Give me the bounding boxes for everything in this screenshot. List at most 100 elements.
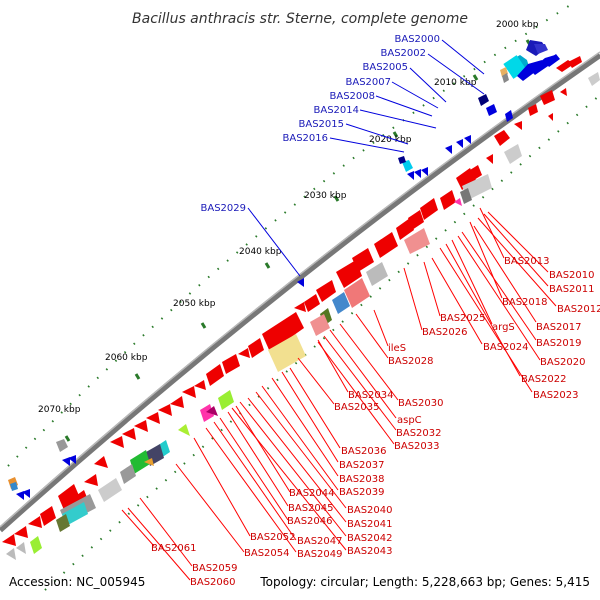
gene-bas2063d bbox=[16, 542, 26, 554]
label-bas2024: BAS2024 bbox=[483, 342, 529, 353]
gene-bas2066c bbox=[68, 455, 76, 464]
gene-bas2035 bbox=[262, 312, 304, 352]
gene-bas2042 bbox=[200, 404, 214, 422]
label-bas2013: BAS2013 bbox=[504, 256, 550, 267]
gene-bas2028b bbox=[332, 292, 350, 314]
leader-bas2016 bbox=[329, 137, 405, 153]
gene-bas2047b bbox=[178, 424, 190, 436]
label-bas2043: BAS2043 bbox=[347, 546, 393, 557]
scale-label-2040: 2040 kbp bbox=[239, 247, 282, 257]
gene-bas2032 bbox=[304, 294, 320, 312]
leader-bas2060 bbox=[127, 507, 191, 581]
gene-bas2019d bbox=[460, 188, 472, 204]
leader-bas2052 bbox=[193, 437, 251, 537]
leader-bas2025 bbox=[423, 261, 441, 317]
label-bas2044: BAS2044 bbox=[289, 488, 335, 499]
gene-bas2011 bbox=[528, 104, 538, 116]
gene-bas2070b bbox=[10, 482, 18, 491]
leader-bas2029 bbox=[247, 207, 301, 277]
label-bas2022: BAS2022 bbox=[521, 374, 567, 385]
gene-bas2028 bbox=[344, 278, 370, 308]
label-bas2060: BAS2060 bbox=[190, 577, 236, 588]
gene-bas2010b bbox=[560, 88, 567, 96]
leader-bas2040 bbox=[255, 391, 347, 509]
leader-bas2015 bbox=[345, 123, 409, 145]
label-bas2023: BAS2023 bbox=[533, 390, 579, 401]
gene-bas2052 bbox=[110, 436, 124, 448]
blue-labels: BAS2000 BAS2002 BAS2005 BAS2007 BAS2008 … bbox=[201, 34, 441, 214]
leader-bas2023 bbox=[439, 247, 533, 393]
label-bas2019: BAS2019 bbox=[536, 338, 582, 349]
tick-2030 bbox=[333, 195, 340, 202]
leader-bas2059 bbox=[139, 497, 193, 567]
label-bas2059: BAS2059 bbox=[192, 563, 238, 574]
gene-bas2044 bbox=[170, 396, 184, 408]
label-argS: argS bbox=[492, 322, 515, 333]
gene-bas2000b bbox=[534, 44, 548, 54]
leader-bas2054 bbox=[175, 463, 245, 553]
gene-bas2012b bbox=[548, 113, 553, 121]
leader-bas2038 bbox=[271, 377, 339, 477]
label-bas2037: BAS2037 bbox=[339, 460, 385, 471]
gene-bas2005a bbox=[517, 60, 542, 81]
gene-bas2016 bbox=[464, 135, 471, 144]
label-bas2039: BAS2039 bbox=[339, 487, 385, 498]
gene-bas2070c bbox=[16, 491, 24, 500]
red-leaders bbox=[121, 207, 557, 581]
gene-bas2043 bbox=[206, 406, 218, 416]
label-bas2042: BAS2042 bbox=[347, 533, 393, 544]
leader-bas2020 bbox=[457, 235, 541, 361]
scale-label-2020: 2020 kbp bbox=[369, 135, 412, 145]
leader-bas2012 bbox=[477, 217, 557, 307]
leader-bas2042 bbox=[239, 401, 347, 537]
label-bas2011: BAS2011 bbox=[549, 284, 595, 295]
leader-bas2008 bbox=[375, 95, 433, 117]
leader-bas2000 bbox=[441, 39, 485, 75]
gene-top-right-gray bbox=[588, 72, 600, 86]
red-labels: BAS2013 BAS2010 BAS2011 BAS2012 BAS2018 … bbox=[151, 256, 600, 588]
gene-bas2040 bbox=[182, 386, 196, 398]
gene-bas2017 bbox=[486, 154, 493, 164]
leader-bas2043 bbox=[231, 407, 347, 551]
gene-bas2060-olive bbox=[56, 514, 70, 532]
leader-bas2035 bbox=[297, 357, 335, 405]
label-bas2029: BAS2029 bbox=[201, 203, 247, 214]
label-aspC: aspC bbox=[397, 415, 422, 426]
label-bas2035: BAS2035 bbox=[334, 402, 380, 413]
leader-bas2028 bbox=[355, 313, 389, 359]
label-bas2008: BAS2008 bbox=[330, 91, 376, 102]
topology-text: Topology: circular; Length: 5,228,663 bp… bbox=[259, 575, 590, 589]
label-bas2002: BAS2002 bbox=[381, 48, 427, 59]
leader-bas2002 bbox=[427, 53, 485, 95]
gene-bas2070d bbox=[22, 489, 30, 498]
leader-bas2039 bbox=[261, 385, 339, 491]
map-title: Bacillus anthracis str. Sterne, complete… bbox=[132, 11, 468, 27]
leader-bas2005 bbox=[409, 67, 447, 103]
gene-bas2014 bbox=[505, 110, 513, 122]
gene-bas2061 bbox=[40, 506, 56, 526]
leader-bas2018 bbox=[469, 221, 503, 299]
label-bas2047: BAS2047 bbox=[297, 536, 343, 547]
gene-bas2005c bbox=[545, 54, 560, 67]
gene-bas2052-orange bbox=[144, 458, 154, 466]
gene-bas2015 bbox=[456, 139, 463, 148]
label-bas2052: BAS2052 bbox=[250, 532, 296, 543]
label-bas2017: BAS2017 bbox=[536, 322, 582, 333]
gene-aspC bbox=[268, 334, 306, 372]
leader-bas2026 bbox=[403, 267, 423, 331]
leader-aspC bbox=[329, 329, 397, 419]
label-bas2038: BAS2038 bbox=[339, 474, 385, 485]
gene-bas2033 bbox=[294, 302, 306, 312]
label-bas2012: BAS2012 bbox=[557, 304, 600, 315]
gene-bas2047 bbox=[134, 420, 148, 432]
leader-bas2032 bbox=[323, 335, 397, 431]
gene-bas2013 bbox=[494, 130, 510, 146]
gene-bas2063e bbox=[6, 548, 16, 560]
gene-bas2026b bbox=[366, 262, 388, 286]
leader-argS bbox=[451, 239, 493, 325]
leader-bas2019 bbox=[461, 231, 537, 341]
label-bas2040: BAS2040 bbox=[347, 505, 393, 516]
gene-bas2036 bbox=[248, 338, 264, 358]
scale-label-2070: 2070 kbp bbox=[38, 405, 81, 415]
